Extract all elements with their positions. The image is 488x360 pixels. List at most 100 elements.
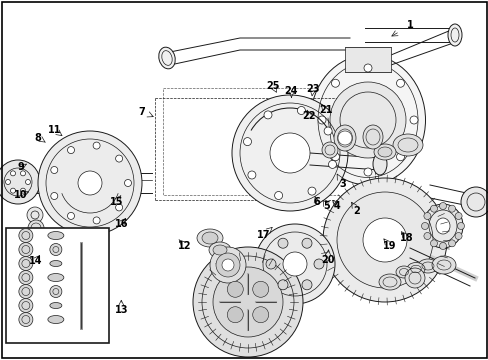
- Circle shape: [20, 188, 25, 193]
- Circle shape: [454, 212, 461, 220]
- Circle shape: [0, 160, 40, 204]
- Text: 22: 22: [302, 111, 315, 121]
- Text: 24: 24: [284, 86, 298, 96]
- Text: 1: 1: [407, 20, 413, 30]
- Text: 3: 3: [338, 179, 345, 189]
- Ellipse shape: [48, 315, 64, 324]
- Text: 20: 20: [320, 255, 334, 265]
- Circle shape: [278, 280, 287, 290]
- Circle shape: [264, 111, 271, 119]
- Circle shape: [323, 178, 446, 302]
- Circle shape: [51, 193, 58, 199]
- Circle shape: [265, 259, 275, 269]
- Text: 17: 17: [257, 230, 270, 240]
- Circle shape: [25, 180, 30, 184]
- Ellipse shape: [422, 204, 462, 248]
- Circle shape: [51, 167, 58, 174]
- Circle shape: [5, 180, 10, 184]
- Circle shape: [38, 131, 142, 235]
- Ellipse shape: [333, 125, 355, 151]
- Circle shape: [336, 192, 432, 288]
- Circle shape: [209, 247, 245, 283]
- Text: 25: 25: [265, 81, 279, 91]
- Circle shape: [307, 187, 315, 195]
- Text: 16: 16: [114, 219, 128, 229]
- Circle shape: [429, 240, 437, 247]
- Ellipse shape: [310, 55, 425, 185]
- Ellipse shape: [362, 125, 382, 149]
- Text: 15: 15: [109, 197, 123, 207]
- Ellipse shape: [435, 218, 449, 234]
- Circle shape: [324, 127, 331, 135]
- Circle shape: [19, 312, 33, 327]
- Circle shape: [19, 270, 33, 284]
- Circle shape: [363, 168, 371, 176]
- Circle shape: [19, 243, 33, 257]
- Circle shape: [67, 147, 74, 154]
- Ellipse shape: [373, 144, 395, 160]
- Bar: [6, 228, 108, 343]
- Circle shape: [28, 220, 44, 236]
- Circle shape: [252, 307, 268, 323]
- Circle shape: [447, 205, 454, 212]
- Circle shape: [404, 268, 424, 288]
- Bar: [345, 47, 390, 72]
- Circle shape: [302, 280, 311, 290]
- Circle shape: [457, 222, 464, 230]
- Circle shape: [227, 281, 243, 297]
- Circle shape: [337, 131, 351, 145]
- Circle shape: [328, 161, 336, 168]
- Circle shape: [193, 247, 303, 357]
- Text: 18: 18: [399, 233, 413, 243]
- Circle shape: [254, 224, 334, 304]
- Circle shape: [27, 207, 43, 223]
- Circle shape: [222, 259, 234, 271]
- Circle shape: [447, 240, 454, 247]
- Ellipse shape: [395, 266, 411, 278]
- Ellipse shape: [378, 274, 400, 290]
- Text: 2: 2: [353, 206, 360, 216]
- Circle shape: [269, 133, 309, 173]
- Ellipse shape: [159, 47, 175, 69]
- Text: 14: 14: [28, 256, 42, 266]
- Circle shape: [20, 171, 25, 176]
- Circle shape: [283, 252, 306, 276]
- Ellipse shape: [202, 232, 218, 244]
- Circle shape: [243, 138, 251, 145]
- Circle shape: [213, 267, 283, 337]
- Text: 4: 4: [333, 201, 340, 211]
- Circle shape: [124, 180, 131, 186]
- Ellipse shape: [392, 134, 422, 156]
- Circle shape: [421, 222, 427, 230]
- Circle shape: [252, 281, 268, 297]
- Circle shape: [19, 298, 33, 312]
- Circle shape: [93, 217, 100, 224]
- Text: 12: 12: [178, 240, 191, 251]
- Circle shape: [331, 153, 339, 161]
- Circle shape: [429, 205, 437, 212]
- Circle shape: [439, 243, 446, 249]
- Circle shape: [231, 95, 347, 211]
- Circle shape: [19, 284, 33, 298]
- Circle shape: [78, 171, 102, 195]
- Text: 19: 19: [382, 240, 395, 251]
- Circle shape: [363, 64, 371, 72]
- Circle shape: [115, 155, 122, 162]
- Circle shape: [67, 212, 74, 219]
- Ellipse shape: [50, 302, 62, 309]
- Ellipse shape: [48, 231, 64, 239]
- Ellipse shape: [197, 229, 223, 247]
- Circle shape: [439, 202, 446, 210]
- Text: 7: 7: [138, 107, 145, 117]
- Circle shape: [454, 233, 461, 239]
- Ellipse shape: [406, 262, 424, 275]
- Circle shape: [423, 212, 430, 220]
- Text: 5: 5: [323, 201, 329, 211]
- Circle shape: [460, 187, 488, 217]
- Circle shape: [321, 142, 337, 158]
- Text: 6: 6: [313, 197, 320, 207]
- Circle shape: [216, 253, 240, 277]
- Text: 13: 13: [114, 305, 128, 315]
- Text: 8: 8: [35, 132, 41, 143]
- Circle shape: [274, 192, 282, 199]
